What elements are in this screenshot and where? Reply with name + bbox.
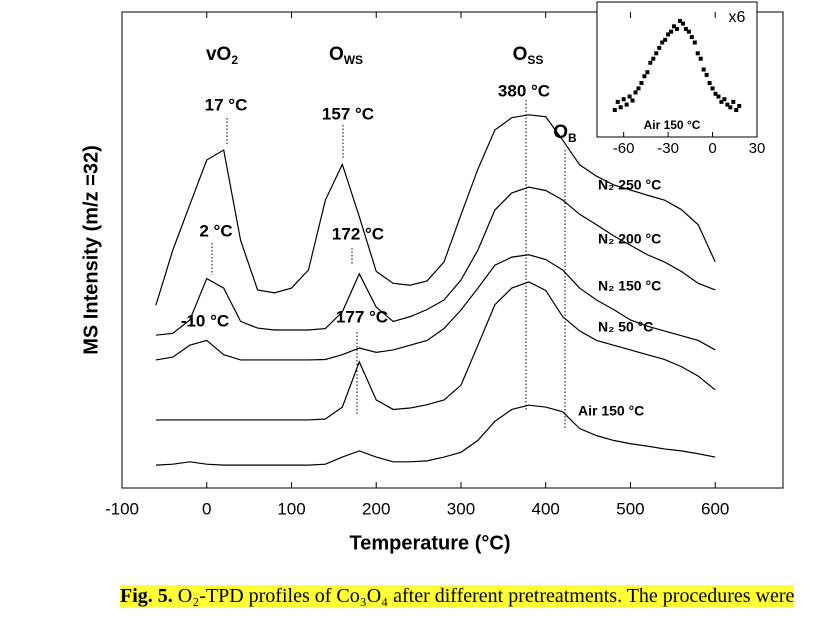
peak-label: 17 °C (205, 95, 248, 114)
species-label: OSS (513, 44, 544, 67)
point (663, 37, 668, 42)
point (666, 32, 671, 37)
caption-label: Fig. 5. (120, 585, 173, 607)
species-main: O (513, 44, 528, 65)
point (633, 90, 638, 95)
point (660, 40, 665, 45)
point (731, 99, 736, 104)
inset-factor: x6 (729, 9, 746, 26)
peak-label: 172 °C (332, 224, 384, 243)
point (686, 29, 691, 34)
inset-frame (596, 1, 758, 138)
species-label: OB (553, 122, 577, 145)
species-label: vO2 (206, 44, 238, 67)
point (624, 102, 629, 107)
point (648, 60, 653, 65)
species-main: vO (206, 44, 231, 65)
point (716, 94, 721, 99)
point (689, 35, 694, 40)
species-label: OWS (329, 44, 363, 67)
point (639, 81, 644, 85)
point (669, 29, 674, 34)
x-tick-label: 100 (277, 499, 305, 518)
species-sub: WS (344, 53, 363, 67)
point (621, 97, 626, 102)
series-label: N₂ 150 °C (598, 278, 661, 294)
point (728, 105, 733, 110)
series-label: Air 150 °C (578, 403, 644, 419)
point (651, 56, 656, 61)
x-tick-label: 200 (362, 499, 390, 518)
inset-x-tick-label: 0 (708, 140, 716, 157)
point (618, 105, 623, 110)
curve (155, 404, 716, 466)
caption: Fig. 5. O₂-TPD profiles of Co₃O₄ after d… (120, 585, 795, 608)
point (645, 70, 650, 75)
point (683, 27, 688, 31)
point (615, 99, 620, 104)
species-sub: SS (527, 53, 543, 67)
y-axis-title: MS Intensity (m/z =32) (80, 145, 102, 355)
x-tick-label: -100 (105, 499, 139, 518)
point (704, 72, 709, 77)
species-sub: 2 (231, 53, 238, 67)
point (680, 21, 685, 26)
point (612, 108, 617, 112)
point (701, 67, 706, 72)
peak-label: 2 °C (199, 221, 232, 240)
inset-x-tick-label: -30 (657, 140, 679, 157)
point (707, 81, 712, 85)
x-tick-label: 300 (447, 499, 475, 518)
point (630, 98, 635, 103)
inset-label: Air 150 °C (644, 118, 701, 132)
point (710, 86, 715, 91)
curve (155, 281, 716, 421)
point (698, 56, 703, 61)
peak-label: 157 °C (322, 104, 374, 123)
x-tick-label: 500 (616, 499, 644, 518)
x-axis-title: Temperature (°C) (350, 532, 511, 554)
inset-x-tick-label: 30 (749, 140, 766, 157)
series-label: N₂ 50 °C (598, 319, 653, 335)
point (719, 99, 724, 104)
point (627, 94, 632, 99)
inset-x-tick-label: -60 (613, 140, 635, 157)
point (642, 74, 647, 79)
figure: Temperature (°C) MS Intensity (m/z =32) … (80, 1, 784, 554)
point (725, 102, 730, 107)
point (657, 45, 662, 50)
point (737, 103, 742, 108)
curve (155, 254, 716, 361)
point (672, 24, 677, 29)
peak-label: 177 °C (336, 307, 388, 326)
peak-label: -10 °C (181, 311, 229, 330)
series-label: N₂ 200 °C (598, 231, 661, 247)
point (734, 108, 739, 112)
species-sub: B (568, 131, 577, 145)
point (675, 27, 679, 31)
series-label: N₂ 250 °C (598, 177, 661, 193)
point (713, 91, 718, 96)
point (722, 97, 727, 102)
curve (155, 114, 716, 306)
caption-highlight: Fig. 5. O₂-TPD profiles of Co₃O₄ after d… (120, 585, 795, 607)
x-tick-label: 600 (701, 499, 729, 518)
point (677, 18, 682, 23)
point (654, 51, 659, 56)
species-main: O (553, 122, 568, 143)
point (692, 40, 697, 45)
caption-text: O₂-TPD profiles of Co₃O₄ after different… (177, 585, 795, 607)
peak-label: 380 °C (498, 81, 550, 100)
species-main: O (329, 44, 344, 65)
x-tick-label: 400 (532, 499, 560, 518)
point (695, 51, 700, 56)
point (636, 86, 641, 91)
plot-frame (121, 11, 784, 489)
x-tick-label: 0 (202, 499, 211, 518)
curve (155, 186, 716, 336)
